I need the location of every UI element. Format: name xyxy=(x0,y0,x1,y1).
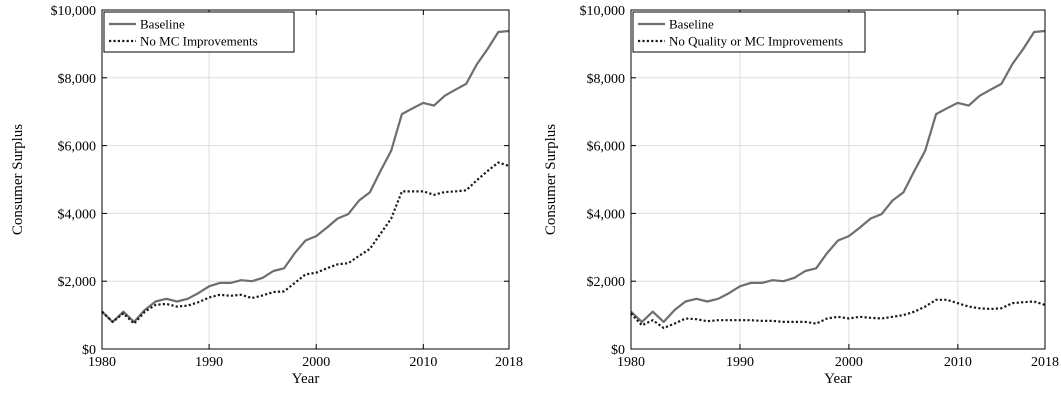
series-line-alternative xyxy=(630,298,1046,330)
y-tick-label: $6,000 xyxy=(587,140,626,155)
legend-label: No Quality or MC Improvements xyxy=(669,34,843,49)
legend-box xyxy=(632,11,866,53)
y-tick-label: $4,000 xyxy=(58,207,97,222)
y-axis-title: Consumer Surplus xyxy=(10,124,26,235)
y-tick-label: $10,000 xyxy=(51,4,97,19)
series-line-baseline xyxy=(101,29,510,323)
y-axis-title: Consumer Surplus xyxy=(543,124,559,235)
y-tick-label: $6,000 xyxy=(58,140,97,155)
x-axis-title: Year xyxy=(824,371,852,387)
chart-left: 1980 1990 2000 2010 2018 $0 $2,000 $4,000 $6,000… xyxy=(10,4,523,387)
y-tick-label: $2,000 xyxy=(58,275,97,290)
y-tick-label: $4,000 xyxy=(587,207,626,222)
x-tick-label: 2000 xyxy=(835,355,863,370)
legend-label: No MC Improvements xyxy=(140,34,258,49)
plot-frame xyxy=(630,9,1046,350)
y-tick-label: $10,000 xyxy=(580,4,626,19)
legend: Baseline No MC Improvements xyxy=(103,11,295,53)
y-tick-label: $0 xyxy=(611,343,625,358)
legend-label: Baseline xyxy=(669,17,714,32)
y-tick-label: $2,000 xyxy=(587,275,626,290)
x-tick-label: 1980 xyxy=(617,355,645,370)
legend-label: Baseline xyxy=(140,17,185,32)
legend: Baseline No Quality or MC Improvements xyxy=(632,11,866,53)
y-tick-label: $8,000 xyxy=(58,72,97,87)
x-tick-label: 2000 xyxy=(302,355,330,370)
chart-right: 1980 1990 2000 2010 2018 $0 $2,000 $4,000 $6,000… xyxy=(543,4,1059,387)
x-tick-label: 2010 xyxy=(409,355,437,370)
x-tick-label: 1990 xyxy=(726,355,754,370)
x-tick-label: 1990 xyxy=(195,355,223,370)
x-tick-label: 1980 xyxy=(88,355,116,370)
x-tick-label: 2018 xyxy=(495,355,523,370)
legend-box xyxy=(103,11,295,53)
x-tick-label: 2010 xyxy=(944,355,972,370)
x-tick-label: 2018 xyxy=(1031,355,1059,370)
y-tick-label: $0 xyxy=(82,343,96,358)
series-line-baseline xyxy=(630,29,1046,323)
x-axis-title: Year xyxy=(292,371,320,387)
plot-frame xyxy=(101,9,510,350)
y-tick-label: $8,000 xyxy=(587,72,626,87)
